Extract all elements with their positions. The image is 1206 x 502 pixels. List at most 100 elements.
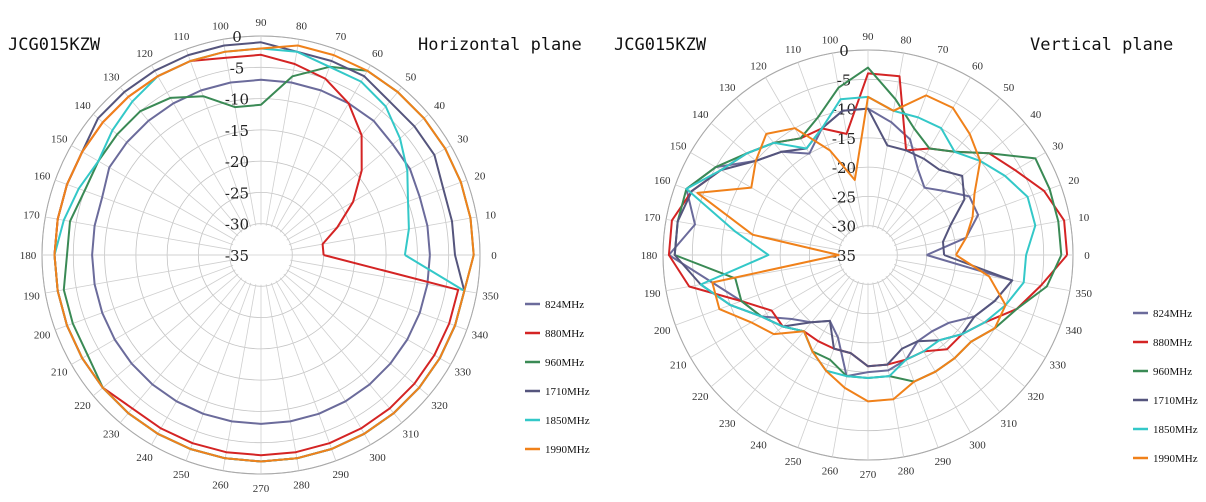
grid-spoke: [55, 264, 234, 331]
angle-tick-label: 260: [822, 466, 839, 478]
grid-spoke: [275, 280, 371, 445]
grid-spoke: [286, 145, 451, 241]
grid-spoke: [885, 97, 1001, 234]
legend-label: 1850MHz: [1153, 424, 1198, 436]
angle-tick-label: 110: [173, 31, 190, 43]
grid-spoke: [891, 268, 1046, 358]
angle-tick-label: 100: [212, 21, 229, 33]
grid-spoke: [71, 269, 236, 365]
angle-tick-label: 20: [1068, 175, 1080, 187]
grid-spoke: [151, 280, 247, 445]
grid-spoke: [893, 264, 1061, 326]
grid-spoke: [675, 184, 843, 246]
angle-tick-label: 340: [472, 330, 489, 342]
grid-spoke: [290, 216, 477, 251]
angle-tick-label: 50: [1003, 82, 1015, 94]
grid-spoke: [690, 268, 845, 358]
legend-label: 960MHz: [1153, 366, 1192, 378]
angle-tick-label: 320: [1028, 391, 1045, 403]
angle-tick-label: 60: [372, 48, 384, 60]
angle-tick-label: 30: [457, 134, 469, 146]
legend-label: 960MHz: [545, 357, 584, 369]
legend-label: 1990MHz: [545, 444, 590, 456]
grid-spoke: [265, 39, 300, 226]
angle-tick-label: 170: [644, 212, 661, 224]
series-line-1850MHz: [685, 95, 1037, 379]
grid-spoke: [889, 272, 1026, 388]
angle-tick-label: 190: [644, 288, 661, 300]
grid-spoke: [283, 113, 430, 237]
grid-spoke: [283, 273, 430, 397]
radial-tick-label: -10: [225, 91, 249, 109]
angle-tick-label: 40: [434, 100, 446, 112]
grid-spoke: [45, 216, 232, 251]
angle-tick-label: 50: [405, 72, 417, 84]
plane-label: Horizontal plane: [418, 35, 582, 55]
radial-tick-label: -15: [832, 130, 856, 148]
grid-spoke: [119, 277, 243, 424]
grid-spoke: [895, 219, 1070, 251]
legend-label: 1990MHz: [1153, 453, 1198, 465]
angle-tick-label: 120: [136, 48, 153, 60]
angle-tick-label: 300: [369, 452, 386, 464]
angle-tick-label: 270: [253, 483, 270, 495]
angle-tick-label: 0: [1084, 250, 1090, 262]
angle-tick-label: 350: [1075, 288, 1092, 300]
radial-tick-label: -25: [225, 184, 249, 202]
angle-tick-label: 60: [972, 60, 984, 72]
angle-tick-label: 280: [898, 466, 915, 478]
angle-tick-label: 10: [485, 210, 497, 222]
grid-spoke: [881, 278, 971, 433]
angle-tick-label: 80: [901, 34, 913, 46]
series-line-1990MHz: [696, 94, 1007, 403]
legend-label: 824MHz: [545, 299, 584, 311]
angle-tick-label: 90: [256, 17, 268, 29]
legend-label: 1710MHz: [1153, 395, 1198, 407]
legend-label: 824MHz: [1153, 308, 1192, 320]
grid-spoke: [265, 284, 300, 471]
grid-spoke: [877, 62, 939, 230]
model-label: JCG015KZW: [8, 35, 101, 55]
angle-tick-label: 350: [482, 291, 499, 303]
grid-spoke: [710, 122, 847, 238]
plane-label: Vertical plane: [1030, 35, 1173, 55]
grid-spoke: [222, 284, 257, 471]
angle-tick-label: 250: [173, 469, 190, 481]
angle-tick-label: 260: [212, 480, 229, 492]
angle-tick-label: 200: [654, 325, 671, 337]
angle-tick-label: 110: [785, 44, 802, 56]
polar-chart-vertical: -35-30-25-20-15-10-500102030405060708090…: [614, 31, 1198, 481]
angle-tick-label: 100: [822, 34, 839, 46]
angle-tick-label: 320: [431, 400, 448, 412]
angle-tick-label: 210: [670, 360, 687, 372]
radial-tick-label: -15: [225, 122, 249, 140]
grid-spoke: [881, 77, 971, 232]
radial-tick-label: 0: [839, 42, 849, 60]
angle-tick-label: 310: [403, 429, 420, 441]
grid-spoke: [885, 276, 1001, 413]
radial-tick-label: -30: [832, 218, 856, 236]
grid-spoke: [877, 280, 939, 448]
radial-tick-label: 0: [232, 28, 242, 46]
angle-tick-label: 290: [935, 456, 952, 468]
grid-spoke: [92, 273, 239, 397]
angle-tick-label: 330: [1049, 360, 1066, 372]
grid-spoke: [872, 53, 904, 228]
model-label: JCG015KZW: [614, 35, 707, 55]
series-line-1990MHz: [53, 44, 475, 463]
angle-tick-label: 210: [51, 367, 68, 379]
angle-tick-label: 290: [332, 469, 349, 481]
radial-tick-label: -5: [230, 59, 245, 77]
angle-tick-label: 230: [103, 429, 120, 441]
grid-spoke: [889, 122, 1026, 238]
grid-spoke: [222, 39, 257, 226]
angle-tick-label: 170: [23, 210, 40, 222]
angle-tick-label: 270: [860, 469, 877, 481]
grid-spoke: [286, 269, 451, 365]
angle-tick-label: 240: [136, 452, 153, 464]
angle-tick-label: 190: [23, 291, 40, 303]
angle-tick-label: 90: [863, 31, 875, 43]
angle-tick-label: 160: [654, 175, 671, 187]
grid-spoke: [275, 65, 371, 230]
radial-tick-label: -25: [832, 188, 856, 206]
